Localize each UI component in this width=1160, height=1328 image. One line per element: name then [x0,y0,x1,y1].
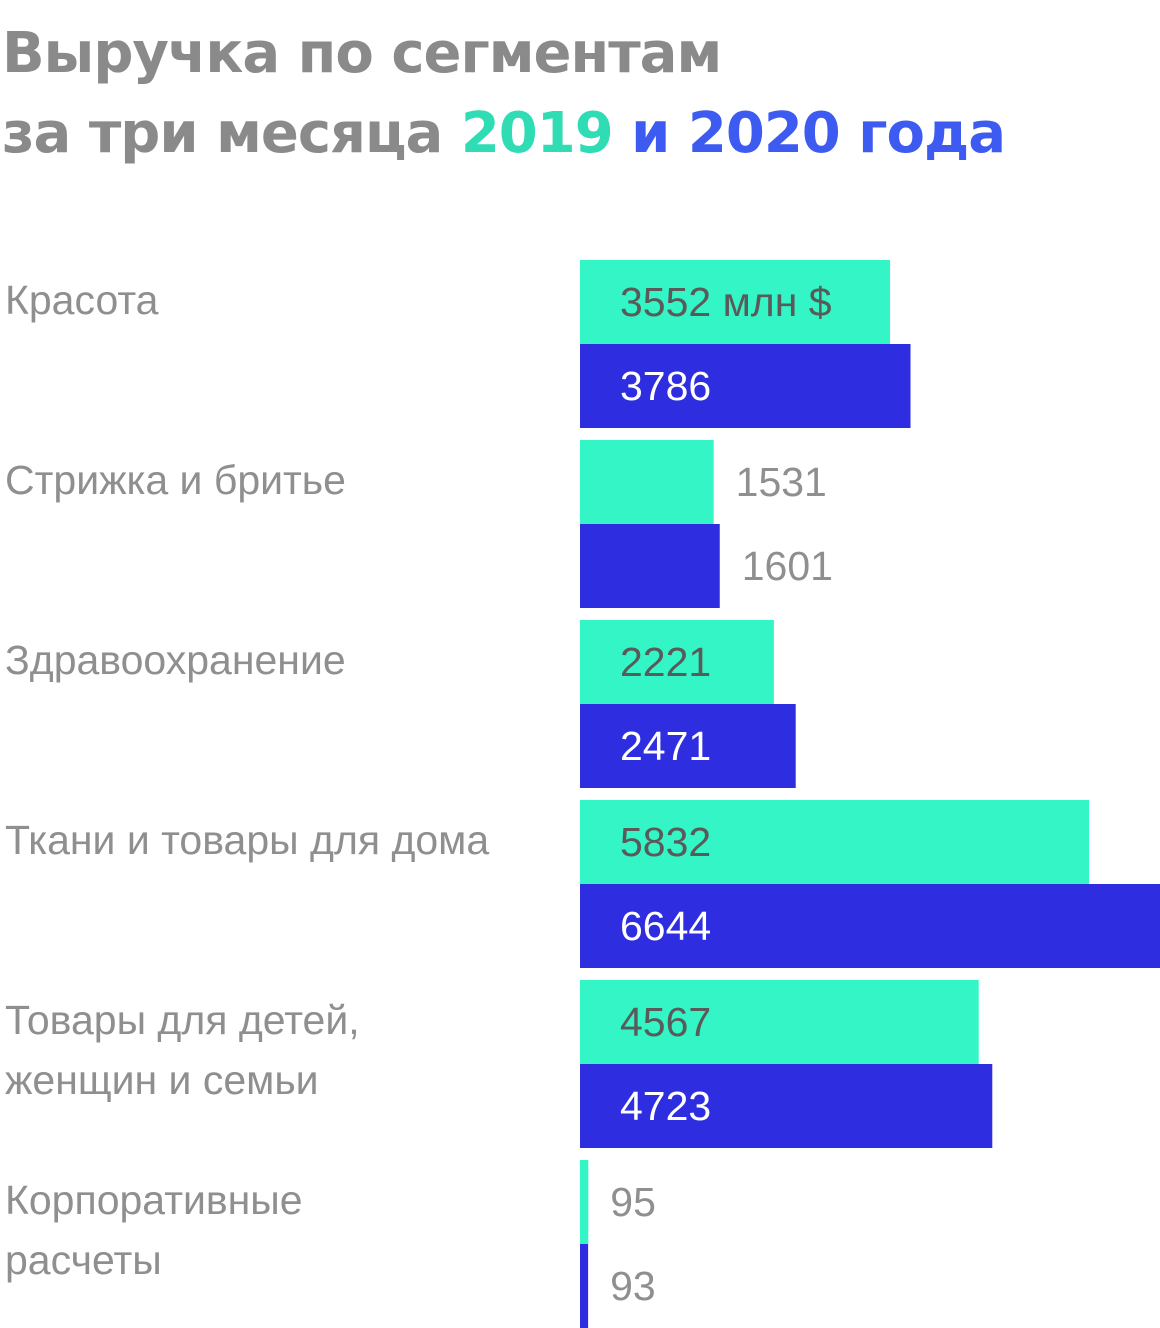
value-label-2020: 1601 [742,543,833,589]
category-label: Ткани и товары для дома [5,817,489,863]
bar-2019 [580,260,891,344]
category-label-line: Красота [5,277,159,323]
category-label: Здравоохранение [5,637,346,683]
bar-2020 [580,1244,589,1328]
bar-2020 [580,704,796,788]
value-label-2019: 1531 [736,459,827,505]
title-prefix: за три месяца [2,101,461,166]
bar-2020 [580,344,911,428]
value-label-2019: 2221 [620,639,711,685]
category-label-line: Корпоративные [5,1177,303,1223]
value-label-2019: 4567 [620,999,711,1045]
bar-2019 [580,800,1090,884]
category-label-line: женщин и семьи [5,1057,319,1103]
value-label-2020: 4723 [620,1083,711,1129]
category-label-line: Ткани и товары для дома [5,817,489,863]
category-label-line: Товары для детей, [5,997,360,1043]
title-year-2020: 2020 года [687,101,1006,166]
chart-title: Выручка по сегментам за три месяца 2019 … [2,14,1006,174]
title-line-1: Выручка по сегментам [2,21,722,86]
value-label-2020: 93 [610,1263,656,1309]
category-label: Корпоративные расчеты [5,1177,303,1283]
value-label-2020: 6644 [620,903,711,949]
bar-2020 [580,1064,993,1148]
bar-2019 [580,980,979,1064]
title-year-2019: 2019 [460,101,614,166]
value-label-2019: 95 [610,1179,656,1225]
category-label-line: Здравоохранение [5,637,346,683]
category-label: Товары для детей, женщин и семьи [5,997,360,1103]
bar-2019 [580,620,774,704]
value-label-2020: 2471 [620,723,711,769]
title-connector: и [612,101,688,166]
category-label: Красота [5,277,159,323]
value-label-2019: 3552 млн $ [620,279,832,325]
bar-2019 [580,1160,589,1244]
category-label-line: Стрижка и бритье [5,457,346,503]
value-label-2019: 5832 [620,819,711,865]
bar-2020 [580,884,1160,968]
bar-2020 [580,524,720,608]
title-line-2: за три месяца 2019 и 2020 года [2,94,1006,174]
bar-2019 [580,440,714,524]
category-label-line: расчеты [5,1237,162,1283]
value-label-2020: 3786 [620,363,711,409]
category-label: Стрижка и бритье [5,457,346,503]
